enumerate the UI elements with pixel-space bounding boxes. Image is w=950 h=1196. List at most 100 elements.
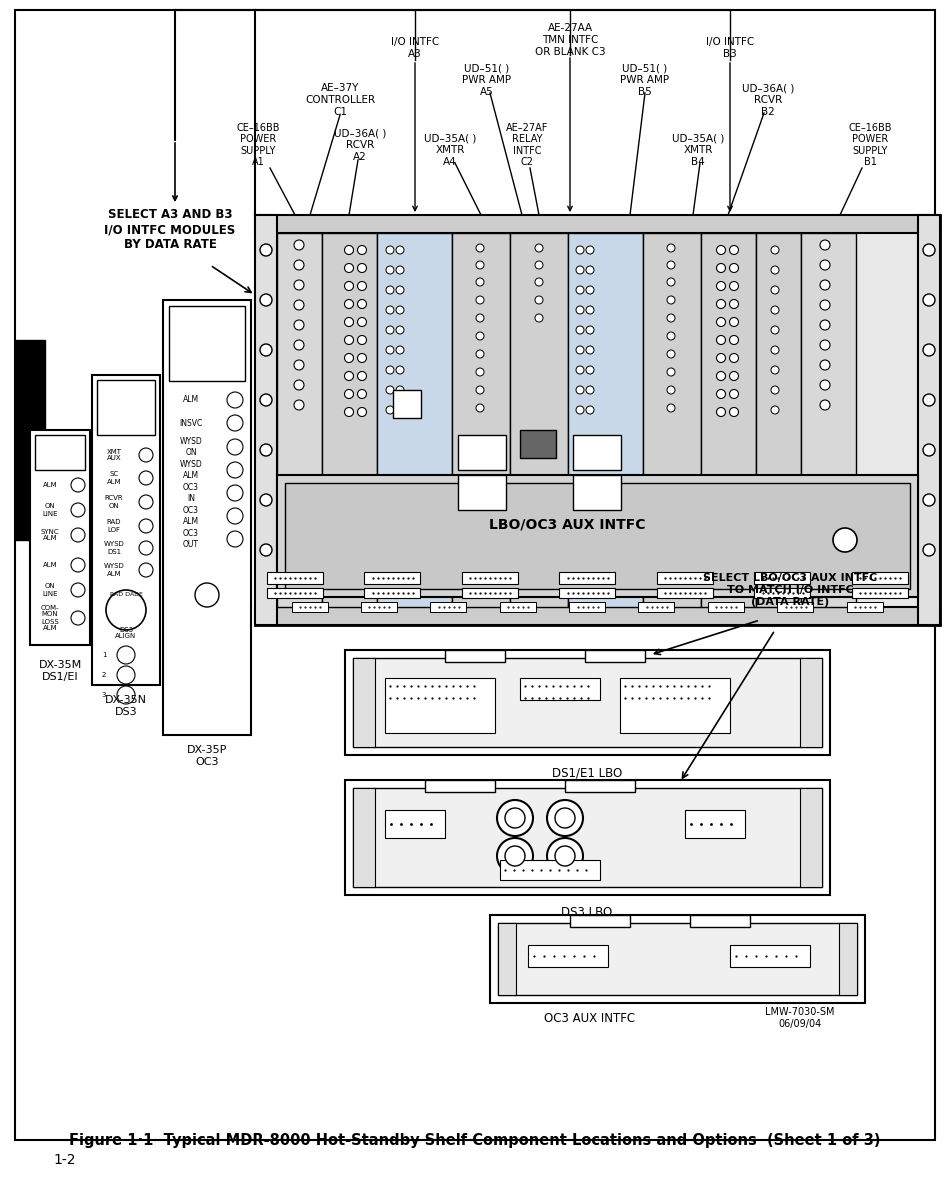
Bar <box>353 658 822 748</box>
Circle shape <box>667 261 675 269</box>
Bar <box>498 923 857 995</box>
Circle shape <box>139 563 153 576</box>
Bar <box>255 215 277 626</box>
Bar <box>520 678 600 700</box>
Bar <box>322 233 377 608</box>
Text: XMT
AUX: XMT AUX <box>106 448 122 462</box>
Text: UD–36A( )
RCVR
A2: UD–36A( ) RCVR A2 <box>333 128 387 161</box>
Text: SYNC
ALM: SYNC ALM <box>41 529 59 542</box>
Circle shape <box>535 244 543 252</box>
Bar <box>490 915 865 1003</box>
Circle shape <box>345 299 353 309</box>
Bar <box>800 788 822 887</box>
Text: UD–36A( )
RCVR
B2: UD–36A( ) RCVR B2 <box>742 84 794 116</box>
Circle shape <box>386 306 394 315</box>
Text: AE–37Y
CONTROLLER
C1: AE–37Y CONTROLLER C1 <box>305 84 375 116</box>
Circle shape <box>923 494 935 506</box>
Circle shape <box>357 408 367 416</box>
Bar <box>559 572 615 584</box>
Text: ON
LINE: ON LINE <box>42 504 58 517</box>
Bar <box>385 678 495 733</box>
Circle shape <box>227 439 243 454</box>
Text: UD–35A( )
XMTR
A4: UD–35A( ) XMTR A4 <box>424 134 476 166</box>
Circle shape <box>716 281 726 291</box>
Text: SC
ALM: SC ALM <box>106 471 122 484</box>
Circle shape <box>294 260 304 270</box>
Circle shape <box>294 280 304 289</box>
Bar <box>685 810 745 838</box>
Circle shape <box>716 317 726 327</box>
Bar <box>92 376 160 685</box>
Circle shape <box>730 281 738 291</box>
Circle shape <box>716 390 726 398</box>
Circle shape <box>396 266 404 274</box>
Circle shape <box>716 336 726 344</box>
Bar <box>292 602 328 612</box>
Circle shape <box>730 263 738 273</box>
Circle shape <box>260 544 272 556</box>
Circle shape <box>586 286 594 294</box>
Circle shape <box>716 263 726 273</box>
Text: OC3
ALM: OC3 ALM <box>183 506 199 526</box>
Circle shape <box>476 368 484 376</box>
Circle shape <box>294 240 304 250</box>
Circle shape <box>497 800 533 836</box>
Circle shape <box>71 611 85 626</box>
Text: SELECT A3 AND B3
I/O INTFC MODULES
BY DATA RATE: SELECT A3 AND B3 I/O INTFC MODULES BY DA… <box>104 208 236 251</box>
Text: UD–51( )
PWR AMP
A5: UD–51( ) PWR AMP A5 <box>463 63 511 97</box>
Text: Figure 1·1  Typical MDR-8000 Hot-Standby Shelf Component Locations and Options  : Figure 1·1 Typical MDR-8000 Hot-Standby … <box>69 1133 881 1147</box>
Circle shape <box>923 294 935 306</box>
Circle shape <box>730 372 738 380</box>
Circle shape <box>396 366 404 374</box>
Circle shape <box>396 246 404 254</box>
Circle shape <box>260 344 272 356</box>
Circle shape <box>357 263 367 273</box>
Circle shape <box>667 386 675 393</box>
Bar <box>361 602 397 612</box>
Circle shape <box>497 838 533 874</box>
Circle shape <box>730 317 738 327</box>
Bar <box>445 649 505 663</box>
Circle shape <box>923 393 935 405</box>
Text: DX-35M
DS1/EI: DX-35M DS1/EI <box>38 660 82 682</box>
Circle shape <box>357 245 367 255</box>
Bar <box>756 233 801 608</box>
Bar <box>452 233 510 608</box>
Circle shape <box>357 299 367 309</box>
Circle shape <box>576 246 584 254</box>
Circle shape <box>586 306 594 315</box>
Text: DS1/E1 LBO: DS1/E1 LBO <box>552 767 622 780</box>
Bar <box>163 300 251 736</box>
Circle shape <box>771 405 779 414</box>
Bar <box>364 588 420 598</box>
Circle shape <box>294 340 304 350</box>
Text: AE-27AA
TMN INTFC
OR BLANK C3: AE-27AA TMN INTFC OR BLANK C3 <box>535 24 605 56</box>
Bar <box>255 608 940 626</box>
Circle shape <box>357 317 367 327</box>
Text: WYSD
DS1: WYSD DS1 <box>104 542 124 555</box>
Bar <box>30 431 90 645</box>
Bar <box>458 435 506 470</box>
Circle shape <box>820 360 830 370</box>
Circle shape <box>576 366 584 374</box>
Bar <box>570 915 630 927</box>
Circle shape <box>117 666 135 684</box>
Circle shape <box>667 295 675 304</box>
Bar <box>385 810 445 838</box>
Circle shape <box>396 327 404 334</box>
Circle shape <box>535 315 543 322</box>
Bar <box>777 602 813 612</box>
Circle shape <box>386 246 394 254</box>
Circle shape <box>227 486 243 501</box>
Bar <box>839 923 857 995</box>
Bar <box>255 215 940 233</box>
Bar <box>462 572 518 584</box>
Text: 3: 3 <box>102 692 106 698</box>
Bar <box>377 233 452 608</box>
Text: CE–16BB
POWER
SUPPLY
B1: CE–16BB POWER SUPPLY B1 <box>848 123 892 167</box>
Text: SELECT LBO/OC3 AUX INTFC
TO MATCH I/O INTFC
(DATA RATE): SELECT LBO/OC3 AUX INTFC TO MATCH I/O IN… <box>703 573 877 606</box>
Text: ON
LINE: ON LINE <box>42 584 58 597</box>
Text: 1: 1 <box>102 652 106 658</box>
Bar <box>569 602 605 612</box>
Bar <box>730 945 810 968</box>
